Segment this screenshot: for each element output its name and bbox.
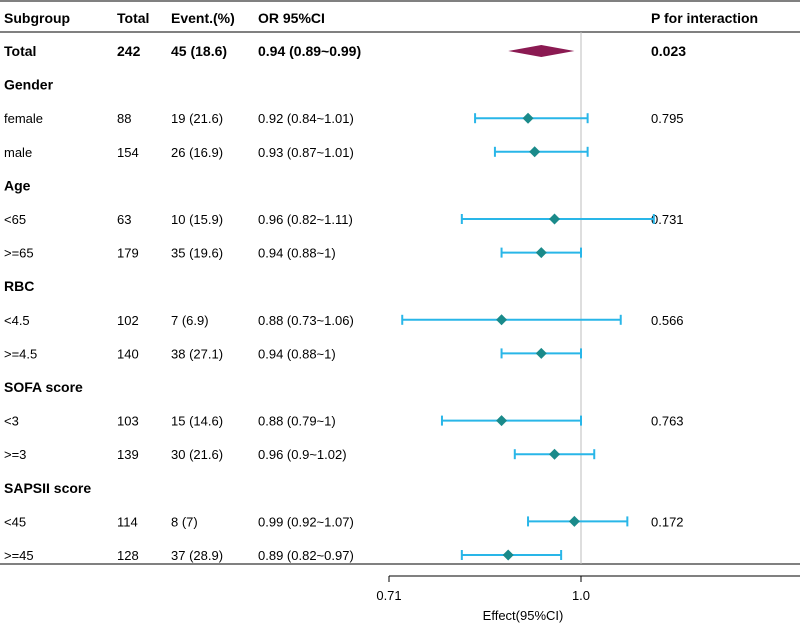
- point-estimate: [568, 515, 580, 527]
- total-label: Total: [4, 43, 36, 59]
- group-label: RBC: [4, 278, 34, 294]
- point-estimate: [549, 213, 561, 225]
- or-ci-text: 0.89 (0.82~0.97): [258, 548, 354, 563]
- or-ci-text: 0.88 (0.79~1): [258, 414, 336, 429]
- event-count: 30 (21.6): [171, 447, 223, 462]
- point-estimate: [529, 146, 541, 158]
- total-count: 140: [117, 346, 139, 361]
- header-p: P for interaction: [651, 10, 758, 26]
- total-count: 114: [117, 514, 138, 529]
- total-count: 179: [117, 246, 139, 261]
- x-tick-label: 1.0: [572, 588, 590, 603]
- or-ci-text: 0.94 (0.89~0.99): [258, 43, 361, 59]
- total-count: 63: [117, 212, 131, 227]
- or-ci-text: 0.88 (0.73~1.06): [258, 313, 354, 328]
- p-interaction: 0.172: [651, 514, 684, 529]
- subgroup-label: >=45: [4, 548, 34, 563]
- group-label: Age: [4, 177, 31, 193]
- point-estimate: [535, 347, 547, 359]
- p-interaction: 0.566: [651, 313, 684, 328]
- p-interaction: 0.023: [651, 43, 686, 59]
- total-count: 88: [117, 111, 131, 126]
- group-label: Gender: [4, 77, 54, 93]
- event-count: 37 (28.9): [171, 548, 223, 563]
- point-estimate: [496, 314, 508, 326]
- subgroup-label: >=3: [4, 447, 26, 462]
- event-count: 10 (15.9): [171, 212, 223, 227]
- subgroup-label: <4.5: [4, 313, 30, 328]
- event-count: 26 (16.9): [171, 145, 223, 160]
- event-count: 15 (14.6): [171, 414, 223, 429]
- total-count: 103: [117, 414, 139, 429]
- rows-layer: Total 242 45 (18.6) 0.94 (0.89~0.99) 0.023 Ge…: [4, 43, 686, 563]
- x-tick-label: 0.71: [376, 588, 401, 603]
- total-count: 242: [117, 43, 141, 59]
- subgroup-label: female: [4, 111, 43, 126]
- point-estimate: [522, 112, 534, 124]
- point-estimate: [496, 415, 508, 427]
- or-ci-text: 0.93 (0.87~1.01): [258, 145, 354, 160]
- or-ci-text: 0.96 (0.82~1.11): [258, 212, 353, 227]
- event-count: 7 (6.9): [171, 313, 209, 328]
- x-axis-label: Effect(95%CI): [483, 608, 564, 623]
- header-event: Event.(%): [171, 10, 235, 26]
- summary-diamond: [508, 45, 575, 57]
- subgroup-label: >=4.5: [4, 346, 37, 361]
- subgroup-label: <65: [4, 212, 26, 227]
- header-or: OR 95%CI: [258, 10, 325, 26]
- event-count: 45 (18.6): [171, 43, 227, 59]
- total-count: 102: [117, 313, 139, 328]
- subgroup-label: <3: [4, 414, 19, 429]
- group-label: SAPSII score: [4, 480, 91, 496]
- group-label: SOFA score: [4, 379, 83, 395]
- or-ci-text: 0.96 (0.9~1.02): [258, 447, 347, 462]
- subgroup-label: >=65: [4, 246, 34, 261]
- event-count: 8 (7): [171, 514, 198, 529]
- subgroup-label: <45: [4, 514, 26, 529]
- total-count: 139: [117, 447, 139, 462]
- total-count: 154: [117, 145, 139, 160]
- p-interaction: 0.763: [651, 414, 684, 429]
- event-count: 35 (19.6): [171, 246, 223, 261]
- x-axis: 0.71 1.0: [376, 575, 800, 603]
- point-estimate: [549, 448, 561, 460]
- p-interaction: 0.795: [651, 111, 684, 126]
- point-estimate: [535, 247, 547, 259]
- or-ci-text: 0.92 (0.84~1.01): [258, 111, 354, 126]
- p-interaction: 0.731: [651, 212, 684, 227]
- header-subgroup: Subgroup: [4, 10, 70, 26]
- subgroup-label: male: [4, 145, 32, 160]
- event-count: 38 (27.1): [171, 346, 223, 361]
- or-ci-text: 0.94 (0.88~1): [258, 346, 336, 361]
- total-count: 128: [117, 548, 139, 563]
- point-estimate: [502, 549, 514, 561]
- header-total: Total: [117, 10, 149, 26]
- or-ci-text: 0.99 (0.92~1.07): [258, 514, 354, 529]
- event-count: 19 (21.6): [171, 111, 223, 126]
- or-ci-text: 0.94 (0.88~1): [258, 246, 336, 261]
